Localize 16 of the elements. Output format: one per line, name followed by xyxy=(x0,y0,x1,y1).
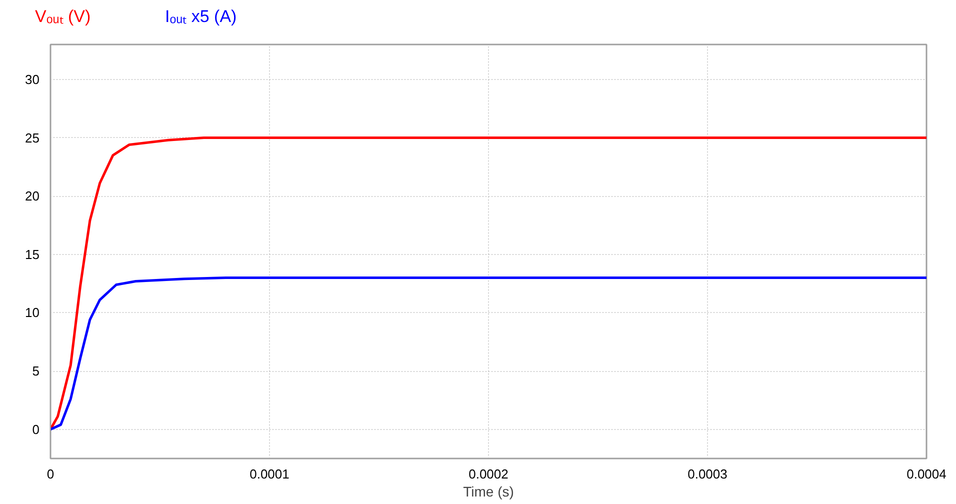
y-tick-label: 30 xyxy=(25,72,40,87)
y-tick-label: 10 xyxy=(25,305,40,320)
line-series xyxy=(50,276,926,431)
x-tick-label: 0.0004 xyxy=(906,466,946,482)
y-tick-label: 20 xyxy=(25,188,40,204)
x-tick-label: 0 xyxy=(46,466,54,482)
y-tick-label: 0 xyxy=(32,422,40,437)
x-tick-label: 0.0002 xyxy=(468,466,508,482)
y-tick-label: 5 xyxy=(32,364,40,379)
y-tick-label: 15 xyxy=(25,246,40,262)
text: Vₒᵤₜ (V) xyxy=(35,6,91,28)
x-tick-label: 0.0001 xyxy=(250,466,290,482)
text: Iₒᵤₜ x5 (A) xyxy=(165,6,237,28)
x-tick-label: 0.0003 xyxy=(688,466,728,482)
y-tick-label: 25 xyxy=(25,130,40,146)
x-axis-title: Time (s) xyxy=(463,484,514,500)
